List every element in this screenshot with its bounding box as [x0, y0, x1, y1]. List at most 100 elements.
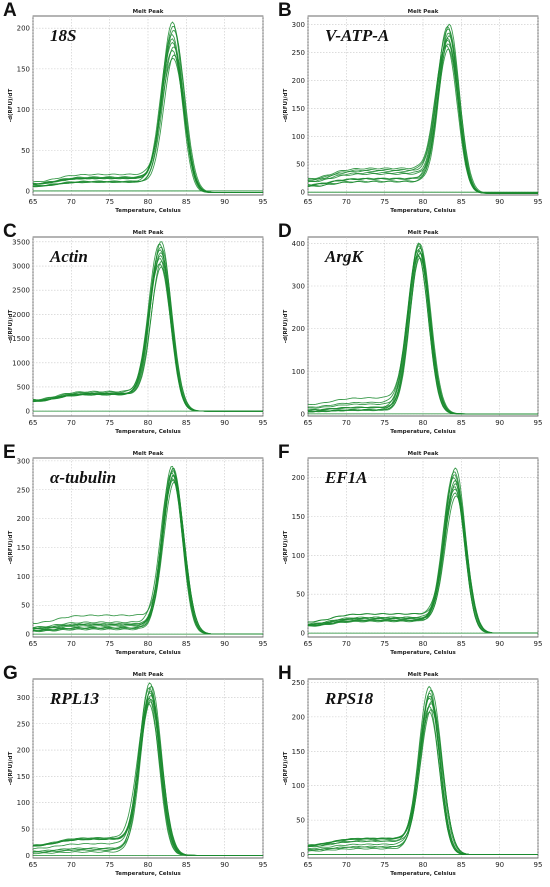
x-tick-label: 90: [495, 419, 504, 427]
x-tick-label: 80: [419, 861, 428, 869]
y-tick-label: 100: [292, 782, 305, 790]
plot-frame: [307, 15, 539, 196]
x-tick-label: 75: [105, 861, 114, 869]
x-tick-label: 70: [67, 419, 76, 427]
melt-curve: [307, 242, 538, 415]
melt-curve: [307, 685, 538, 856]
y-tick-label: 0: [301, 851, 305, 859]
y-tick-label: 3500: [12, 238, 30, 246]
y-tick-label: 0: [26, 852, 30, 860]
y-axis-label: -d(RFU)/dT: [283, 310, 289, 344]
x-tick-label: 70: [67, 640, 76, 648]
gene-label: ArgK: [325, 247, 363, 266]
y-tick-label: 100: [17, 799, 30, 807]
y-tick-label: 300: [17, 457, 30, 465]
y-axis-label: -d(RFU)/dT: [8, 310, 14, 344]
x-tick-label: 65: [304, 419, 313, 427]
y-tick-label: 200: [292, 77, 305, 85]
x-tick-label: 85: [457, 419, 466, 427]
y-tick-label: 100: [17, 573, 30, 581]
panel-letter: A: [3, 0, 17, 21]
x-tick-label: 85: [457, 640, 466, 648]
panel-letter: E: [3, 442, 16, 463]
y-axis-label: -d(RFU)/dT: [283, 89, 289, 123]
y-tick-label: 2500: [12, 287, 30, 295]
x-tick-label: 70: [67, 861, 76, 869]
panel-h-chart: Melt Peak 65 70 75 80 85 90 95 0 50 100 150 200 250 Te…: [275, 663, 550, 884]
panel-b-chart: Melt Peak 65 70 75 80 85 90 95 0 50 100 150 200 250 30…: [275, 0, 550, 221]
melt-peak-plot-e: Melt Peak 65 70 75 80 85 90 95 0 50 100 150 200 250 30…: [8, 451, 268, 656]
y-tick-label: 150: [292, 105, 305, 113]
y-tick-label: 250: [17, 720, 30, 728]
y-tick-label: 200: [17, 25, 30, 33]
x-axis-label: Temperature, Celsius: [115, 429, 181, 435]
x-tick-label: 85: [457, 861, 466, 869]
x-tick-label: 80: [419, 419, 428, 427]
x-tick-label: 75: [380, 640, 389, 648]
y-tick-label: 300: [17, 694, 30, 702]
y-tick-label: 250: [292, 679, 305, 687]
y-axis-label: -d(RFU)/dT: [8, 89, 14, 123]
y-axis-label: -d(RFU)/dT: [283, 531, 289, 565]
panel-f-chart: Melt Peak 65 70 75 80 85 90 95 0 50 100 150 200 Tempe…: [275, 442, 550, 663]
x-tick-label: 90: [495, 861, 504, 869]
x-tick-label: 95: [259, 640, 268, 648]
gene-label: 18S: [50, 26, 77, 45]
x-tick-label: 90: [495, 198, 504, 206]
chart-title: Melt Peak: [133, 9, 164, 15]
chart-title: Melt Peak: [133, 230, 164, 236]
chart-title: Melt Peak: [408, 451, 439, 457]
chart-title: Melt Peak: [408, 230, 439, 236]
x-tick-label: 70: [67, 198, 76, 206]
y-tick-label: 150: [292, 513, 305, 521]
melt-peak-plot-f: Melt Peak 65 70 75 80 85 90 95 0 50 100 150 200 Tempe…: [283, 451, 543, 656]
gene-label: EF1A: [325, 468, 368, 487]
x-tick-label: 70: [342, 419, 351, 427]
y-tick-label: 200: [292, 325, 305, 333]
x-tick-label: 75: [105, 419, 114, 427]
x-tick-label: 95: [534, 640, 543, 648]
chart-title: Melt Peak: [408, 9, 439, 15]
panel-letter: B: [278, 0, 292, 21]
y-tick-label: 150: [17, 544, 30, 552]
y-tick-label: 150: [17, 773, 30, 781]
x-tick-label: 75: [105, 640, 114, 648]
chart-title: Melt Peak: [133, 451, 164, 457]
y-tick-label: 200: [17, 747, 30, 755]
panel-e-chart: Melt Peak 65 70 75 80 85 90 95 0 50 100 150 200 250 30…: [0, 442, 275, 663]
y-tick-label: 1500: [12, 335, 30, 343]
y-tick-label: 0: [301, 410, 305, 418]
x-tick-label: 80: [419, 198, 428, 206]
x-tick-label: 80: [144, 861, 153, 869]
y-tick-label: 0: [26, 631, 30, 639]
x-tick-label: 75: [380, 419, 389, 427]
y-tick-label: 200: [292, 474, 305, 482]
gene-label: V-ATP-A: [325, 26, 390, 45]
x-tick-label: 90: [220, 861, 229, 869]
panel-g-chart: Melt Peak 65 70 75 80 85 90 95 0 50 100 150 200 250 30…: [0, 663, 275, 884]
y-tick-label: 50: [21, 602, 30, 610]
x-tick-label: 80: [419, 640, 428, 648]
y-tick-label: 1000: [12, 359, 30, 367]
panel-letter: D: [278, 221, 292, 242]
y-tick-label: 0: [301, 630, 305, 638]
x-tick-label: 80: [144, 640, 153, 648]
y-axis-label: -d(RFU)/dT: [8, 531, 14, 565]
x-axis-label: Temperature, Celsius: [115, 650, 181, 656]
y-tick-label: 200: [17, 515, 30, 523]
y-tick-label: 250: [292, 49, 305, 57]
y-tick-label: 100: [292, 368, 305, 376]
x-tick-label: 65: [29, 198, 38, 206]
x-tick-label: 65: [304, 861, 313, 869]
x-tick-label: 85: [182, 640, 191, 648]
y-tick-label: 100: [292, 133, 305, 141]
melt-curve: [307, 467, 538, 634]
y-axis-label: -d(RFU)/dT: [8, 752, 14, 786]
gene-label: α-tubulin: [50, 468, 117, 487]
y-tick-label: 300: [292, 283, 305, 291]
x-axis-label: Temperature, Celsius: [390, 429, 456, 435]
y-axis-label: -d(RFU)/dT: [283, 752, 289, 786]
x-axis-label: Temperature, Celsius: [115, 208, 181, 214]
x-tick-label: 95: [259, 419, 268, 427]
y-tick-label: 2000: [12, 311, 30, 319]
